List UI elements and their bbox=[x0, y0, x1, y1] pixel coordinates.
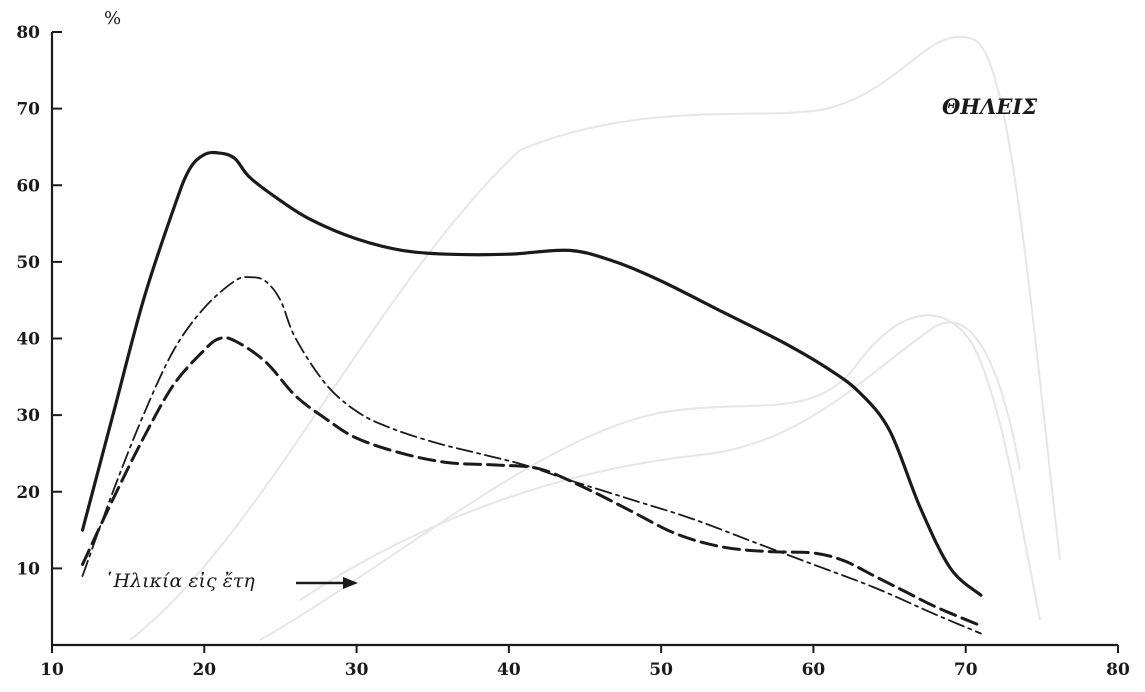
x-tick-label: 10 bbox=[40, 660, 64, 680]
y-tick-label: 50 bbox=[16, 253, 40, 273]
y-axis-ticks: 10 20 30 40 50 60 70 80 bbox=[16, 23, 62, 579]
y-axis-unit-label: % bbox=[104, 8, 121, 29]
age-annotation: ῾Ηλικία εἰς ἔτη bbox=[104, 570, 255, 592]
y-tick-label: 30 bbox=[16, 406, 40, 426]
series-line-solid bbox=[80, 150, 983, 597]
bleed-through-curve bbox=[299, 321, 1021, 601]
bleed-through-background bbox=[129, 35, 1061, 641]
x-tick-label: 70 bbox=[954, 660, 978, 680]
arrow-right-icon bbox=[296, 577, 358, 589]
x-tick-label: 40 bbox=[497, 660, 521, 680]
x-tick-label: 80 bbox=[1106, 660, 1130, 680]
y-tick-label: 10 bbox=[16, 559, 40, 579]
series-layer bbox=[80, 150, 983, 635]
x-tick-label: 50 bbox=[649, 660, 673, 680]
x-tick-label: 60 bbox=[802, 660, 826, 680]
series-line-dash-dot bbox=[81, 276, 982, 635]
x-axis-ticks: 10 20 30 40 50 60 70 80 bbox=[40, 645, 1130, 680]
y-tick-label: 60 bbox=[16, 176, 40, 196]
y-tick-label: 20 bbox=[16, 483, 40, 503]
y-tick-label: 80 bbox=[16, 23, 40, 43]
series-line-dashed bbox=[81, 336, 983, 628]
x-tick-label: 20 bbox=[192, 660, 216, 680]
x-tick-label: 30 bbox=[345, 660, 369, 680]
y-tick-label: 40 bbox=[16, 330, 40, 350]
y-tick-label: 70 bbox=[16, 100, 40, 120]
bleed-through-curve bbox=[129, 35, 1061, 641]
bleed-through-curve bbox=[259, 314, 1041, 641]
chart-title: ΘΗΛΕΙΣ bbox=[942, 94, 1037, 119]
